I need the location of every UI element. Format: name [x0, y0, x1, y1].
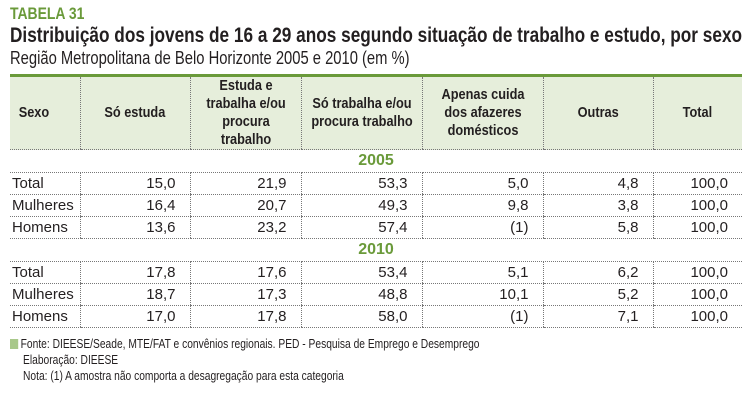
table-cell: 5,1 [421, 261, 543, 284]
table-cell: 6,2 [542, 261, 653, 284]
table-cell: 100,0 [652, 261, 742, 284]
table-row: Homens 17,0 17,8 58,0 (1) 7,1 100,0 [10, 305, 742, 328]
table-cell: 17,6 [189, 261, 301, 284]
col-header: Estuda e trabalha e/ou procura trabalho [189, 75, 301, 150]
table-cell: 5,0 [421, 172, 543, 195]
table-cell: 100,0 [652, 216, 742, 239]
row-label: Mulheres [10, 194, 80, 217]
col-header: Outras [542, 75, 653, 150]
table-cell: 3,8 [542, 194, 653, 217]
table-title-text: Distribuição dos jovens de 16 a 29 anos … [10, 24, 743, 47]
note-line: Nota: (1) A amostra não comporta a desag… [10, 368, 583, 384]
header-row: Sexo Só estuda Estuda e trabalha e/ou pr… [10, 75, 742, 150]
col-header: Sexo [10, 75, 80, 150]
table-cell: 13,6 [79, 216, 190, 239]
row-label: Total [10, 172, 80, 195]
table-row: Mulheres 16,4 20,7 49,3 9,8 3,8 100,0 [10, 194, 742, 217]
table-cell: 5,8 [542, 216, 653, 239]
table-label: TABELA 31 [10, 4, 101, 24]
table-cell: 100,0 [652, 172, 742, 195]
table-cell: 4,8 [542, 172, 653, 195]
source-text: Fonte: DIEESE/Seade, MTE/FAT e convênios… [20, 337, 480, 351]
col-header-text: Sexo [18, 104, 50, 121]
table-cell: 20,7 [189, 194, 301, 217]
col-header-text: Outras [577, 104, 619, 121]
col-header: Total [652, 75, 742, 150]
table-row: Mulheres 18,7 17,3 48,8 10,1 5,2 100,0 [10, 283, 742, 306]
row-label: Total [10, 261, 80, 284]
footer: Fonte: DIEESE/Seade, MTE/FAT e convênios… [10, 336, 583, 384]
table-cell: 23,2 [189, 216, 301, 239]
table-cell: 17,3 [189, 283, 301, 306]
row-label: Mulheres [10, 283, 80, 306]
year-label: 2005 [10, 149, 742, 173]
table-cell: 100,0 [652, 194, 742, 217]
table-subtitle-text: Região Metropolitana de Belo Horizonte 2… [10, 48, 410, 68]
table-subtitle: Região Metropolitana de Belo Horizonte 2… [10, 48, 497, 69]
table-cell: 53,4 [300, 261, 422, 284]
elab-text: Elaboração: DIEESE [23, 353, 119, 367]
table-row: Total 15,0 21,9 53,3 5,0 4,8 100,0 [10, 172, 742, 195]
table-cell: 53,3 [300, 172, 422, 195]
table-cell: 17,0 [79, 305, 190, 328]
table-cell: 17,8 [79, 261, 190, 284]
table-cell: 48,8 [300, 283, 422, 306]
legend-square-icon [10, 339, 19, 349]
table-row: Homens 13,6 23,2 57,4 (1) 5,8 100,0 [10, 216, 742, 239]
table-cell: 9,8 [421, 194, 543, 217]
source-line: Fonte: DIEESE/Seade, MTE/FAT e convênios… [10, 336, 583, 352]
row-label: Homens [10, 305, 80, 328]
year-row: 2005 [10, 149, 742, 173]
table-cell: 5,2 [542, 283, 653, 306]
col-header-text: Apenas cuida dos afazeres domésticos [441, 86, 524, 139]
table-cell: 100,0 [652, 283, 742, 306]
data-table: Sexo Só estuda Estuda e trabalha e/ou pr… [10, 74, 742, 328]
col-header: Apenas cuida dos afazeres domésticos [421, 75, 543, 150]
table-cell: 49,3 [300, 194, 422, 217]
table-cell: 57,4 [300, 216, 422, 239]
year-row: 2010 [10, 238, 742, 262]
table-cell: 10,1 [421, 283, 543, 306]
table-cell: (1) [421, 216, 543, 239]
note-text: Nota: (1) A amostra não comporta a desag… [23, 369, 344, 383]
col-header-text: Só estuda [104, 104, 166, 121]
row-label: Homens [10, 216, 80, 239]
table-cell: 16,4 [79, 194, 190, 217]
table-title: Distribuição dos jovens de 16 a 29 anos … [10, 24, 745, 48]
table-cell: 100,0 [652, 305, 742, 328]
col-header-text: Total [682, 104, 713, 121]
table-cell: 18,7 [79, 283, 190, 306]
table-cell: 17,8 [189, 305, 301, 328]
col-header: Só trabalha e/ou procura trabalho [300, 75, 422, 150]
col-header-text: Só trabalha e/ou procura trabalho [310, 95, 413, 130]
table-label-text: TABELA 31 [10, 4, 85, 23]
table-cell: 58,0 [300, 305, 422, 328]
table-cell: 15,0 [79, 172, 190, 195]
table-cell: (1) [421, 305, 543, 328]
elab-line: Elaboração: DIEESE [10, 352, 583, 368]
table-cell: 21,9 [189, 172, 301, 195]
table-row: Total 17,8 17,6 53,4 5,1 6,2 100,0 [10, 261, 742, 284]
col-header-text: Estuda e trabalha e/ou procura trabalho [205, 77, 286, 148]
col-header: Só estuda [79, 75, 190, 150]
table-cell: 7,1 [542, 305, 653, 328]
year-label: 2010 [10, 238, 742, 262]
